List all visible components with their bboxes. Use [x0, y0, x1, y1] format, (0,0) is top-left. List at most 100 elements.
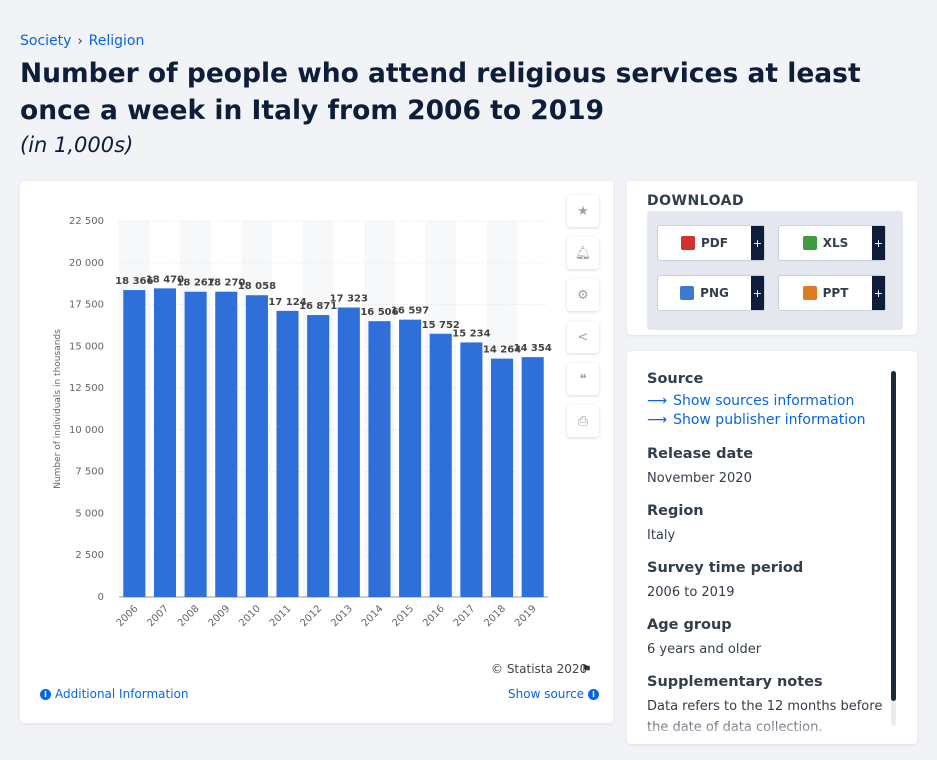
data-label: 18 058: [238, 281, 276, 292]
bar: [276, 310, 299, 597]
plus-icon[interactable]: +: [751, 276, 764, 310]
data-label: 14 354: [514, 343, 552, 354]
data-label: 15 752: [422, 320, 460, 331]
x-tick-label: 2018: [482, 603, 508, 629]
page-subtitle: (in 1,000s): [20, 133, 134, 157]
region-heading: Region: [647, 503, 704, 519]
info-icon: i: [40, 688, 51, 700]
x-tick-label: 2011: [268, 603, 294, 629]
notify-button[interactable]: 🔔︎: [567, 237, 599, 269]
x-tick-label: 2008: [176, 603, 202, 629]
download-xls-button[interactable]: XLS +: [778, 225, 886, 261]
bar: [399, 319, 422, 597]
show-sources-label: Show sources information: [673, 393, 855, 409]
bar: [337, 307, 360, 597]
bar: [184, 291, 207, 597]
age-group-value: 6 years and older: [647, 642, 762, 657]
quote-icon: ❝: [579, 371, 587, 387]
survey-period-value: 2006 to 2019: [647, 585, 735, 600]
download-title: DOWNLOAD: [647, 193, 745, 209]
y-tick-label: 0: [98, 592, 104, 603]
show-source-link[interactable]: Show source i: [508, 687, 600, 701]
data-label: 17 323: [330, 294, 368, 305]
png-file-icon: [680, 286, 695, 300]
region-value: Italy: [647, 528, 676, 543]
chart-toolbar: ★ 🔔︎ ⚙ < ❝ ⎙: [567, 195, 599, 437]
plus-icon[interactable]: +: [751, 226, 764, 260]
data-label: 16 597: [391, 306, 429, 317]
data-label: 17 124: [268, 297, 306, 308]
gear-icon: ⚙: [577, 287, 589, 303]
share-icon: <: [577, 329, 589, 345]
bar-chart: 0 2 500 5 000 7 500 10 000 12 500 15 000 17 500…: [53, 216, 552, 629]
x-tick-label: 2019: [513, 603, 539, 629]
bar: [521, 357, 544, 597]
fade-overlay: [627, 716, 917, 744]
y-tick-label: 22 500: [69, 216, 104, 227]
survey-period-heading: Survey time period: [647, 560, 804, 576]
chart-copyright: © Statista 2020: [491, 662, 588, 676]
download-pdf-button[interactable]: PDF +: [657, 225, 765, 261]
show-source-label: Show source: [508, 687, 585, 701]
favorite-button[interactable]: ★: [567, 195, 599, 227]
bar: [491, 358, 514, 597]
arrow-right-icon: ⟶: [647, 412, 668, 428]
download-card: DOWNLOAD PDF + XLS + PNG + PPT +: [627, 181, 917, 335]
data-label: 18 470: [146, 274, 184, 285]
page-title: Number of people who attend religious se…: [20, 58, 861, 126]
y-axis-label: Number of individuals in thousands: [53, 329, 63, 489]
png-label: PNG: [700, 286, 729, 300]
bar: [368, 321, 391, 597]
pdf-file-icon: [681, 236, 696, 250]
release-date-value: November 2020: [647, 471, 752, 486]
x-tick-label: 2013: [329, 603, 355, 629]
flag-icon[interactable]: ⚑: [581, 662, 592, 676]
source-heading: Source: [647, 371, 704, 387]
notes-heading: Supplementary notes: [647, 674, 823, 690]
age-group-heading: Age group: [647, 617, 732, 633]
share-button[interactable]: <: [567, 321, 599, 353]
y-tick-label: 20 000: [69, 258, 104, 269]
settings-button[interactable]: ⚙: [567, 279, 599, 311]
scrollbar-thumb[interactable]: [891, 371, 896, 701]
info-icon: i: [588, 688, 600, 700]
info-card: Source ⟶ Show sources information ⟶ Show p…: [627, 351, 917, 744]
x-tick-label: 2007: [145, 603, 171, 629]
plus-icon[interactable]: +: [872, 226, 885, 260]
bell-icon: 🔔︎: [574, 245, 592, 261]
y-tick-label: 2 500: [75, 550, 104, 561]
print-button[interactable]: ⎙: [567, 405, 599, 437]
cite-button[interactable]: ❝: [567, 363, 599, 395]
download-ppt-button[interactable]: PPT +: [778, 275, 886, 311]
chart-card: 0 2 500 5 000 7 500 10 000 12 500 15 000 17 500…: [20, 181, 613, 723]
star-icon: ★: [577, 203, 589, 219]
breadcrumb-society[interactable]: Society: [20, 33, 72, 49]
data-label: 16 506: [360, 307, 398, 318]
y-tick-label: 12 500: [69, 383, 104, 394]
x-tick-label: 2014: [360, 603, 386, 629]
ppt-label: PPT: [822, 286, 849, 300]
bar: [123, 290, 146, 597]
x-tick-label: 2012: [299, 603, 325, 629]
show-publisher-link[interactable]: ⟶ Show publisher information: [647, 412, 887, 428]
bar: [307, 315, 330, 597]
y-tick-label: 10 000: [69, 425, 104, 436]
breadcrumb-separator: ›: [77, 33, 83, 49]
data-label: 16 871: [299, 301, 337, 312]
download-png-button[interactable]: PNG +: [657, 275, 765, 311]
additional-info-link[interactable]: i Additional Information: [40, 687, 189, 701]
bar: [429, 333, 452, 597]
pdf-label: PDF: [701, 236, 728, 250]
additional-info-label: Additional Information: [55, 687, 189, 701]
plus-icon[interactable]: +: [872, 276, 885, 310]
data-label: 14 264: [483, 345, 521, 356]
breadcrumb-religion[interactable]: Religion: [88, 33, 145, 49]
show-sources-link[interactable]: ⟶ Show sources information: [647, 393, 887, 409]
x-tick-label: 2010: [237, 603, 263, 629]
x-tick-label: 2017: [452, 603, 478, 629]
y-tick-label: 17 500: [69, 300, 104, 311]
y-tick-label: 7 500: [75, 467, 104, 478]
download-buttons: PDF + XLS + PNG + PPT +: [647, 211, 903, 330]
data-label: 18 267: [176, 278, 214, 289]
bar: [153, 288, 176, 597]
